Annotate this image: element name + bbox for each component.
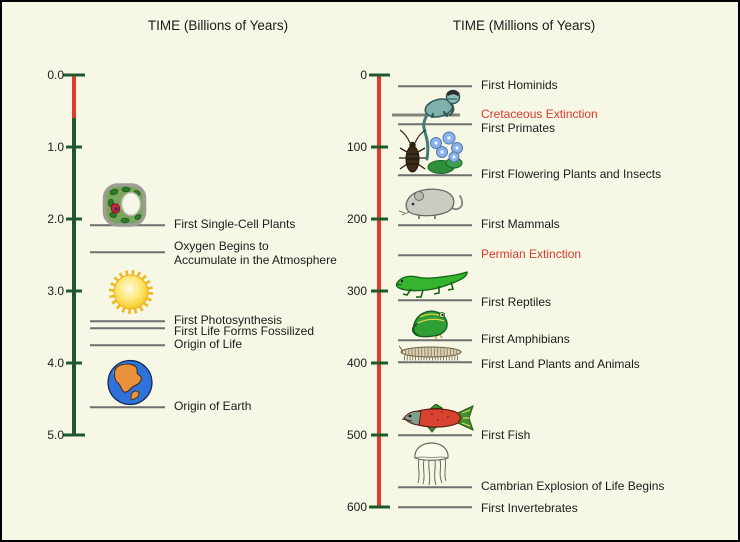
event-label-oxygen-accumulates: Oxygen Begins to Accumulate in the Atmos…: [174, 239, 337, 267]
right-tick-300: [371, 289, 388, 293]
event-label-cambrian-explosion: Cambrian Explosion of Life Begins: [481, 479, 665, 494]
event-line-first-primates: [398, 123, 472, 125]
left-tick-1: [66, 145, 82, 149]
event-line-first-fish: [398, 434, 472, 436]
left-timeline-bar-green-segment: [72, 118, 76, 435]
event-label-first-fish: First Fish: [481, 428, 531, 443]
event-label-first-invertebrates: First Invertebrates: [481, 501, 578, 516]
monkey-icon: [411, 85, 467, 163]
event-line-origin-of-earth: [90, 406, 165, 408]
left-tick-5: [63, 433, 85, 437]
event-line-oxygen-accumulates: [90, 251, 165, 253]
plant-cell-icon: [102, 183, 147, 227]
left-timeline-title: TIME (Billions of Years): [147, 18, 289, 33]
event-label-first-life-forms-fossilized: First Life Forms Fossilized: [174, 324, 315, 339]
event-label-first-photosynthesis: First Photosynthesis: [174, 313, 283, 328]
event-line-first-photosynthesis: [90, 320, 165, 322]
event-label-cretaceous-extinction: Cretaceous Extinction: [481, 107, 598, 122]
left-tick-label-0: 0.0: [47, 68, 64, 82]
event-line-cretaceous-extinction: [392, 113, 460, 117]
right-tick-500: [371, 433, 388, 437]
millipede-icon: [398, 345, 464, 361]
right-tick-label-0: 0: [360, 68, 367, 82]
event-line-permian-extinction: [398, 254, 472, 256]
event-line-first-amphibians: [398, 339, 472, 341]
event-line-first-hominids: [398, 85, 472, 87]
event-label-first-hominids: First Hominids: [481, 78, 558, 93]
event-line-first-invertebrates: [398, 506, 472, 508]
event-label-permian-extinction: Permian Extinction: [481, 247, 582, 262]
right-timeline-title: TIME (Millions of Years): [452, 18, 596, 33]
right-tick-label-600: 600: [346, 500, 367, 514]
event-line-first-life-forms-fossilized: [90, 327, 165, 329]
event-label-first-single-cell-plants: First Single-Cell Plants: [174, 217, 296, 232]
left-tick-label-2: 2.0: [47, 212, 64, 226]
earth-icon: [105, 359, 155, 406]
right-tick-label-300: 300: [346, 284, 367, 298]
left-tick-label-1: 1.0: [47, 140, 64, 154]
event-label-first-amphibians: First Amphibians: [481, 332, 570, 347]
event-line-first-reptiles: [398, 299, 472, 301]
lizard-icon: [393, 269, 470, 301]
frog-icon: [408, 307, 455, 340]
right-tick-600: [369, 505, 390, 509]
event-label-first-mammals: First Mammals: [481, 217, 560, 232]
right-tick-0: [369, 73, 390, 77]
event-label-origin-of-life: Origin of Life: [174, 337, 243, 352]
left-tick-label-4: 4.0: [47, 356, 64, 370]
fish-icon: [398, 403, 475, 433]
event-label-first-land-plants: First Land Plants and Animals: [481, 357, 640, 372]
event-line-first-flowering-plants: [398, 174, 472, 176]
left-tick-label-3: 3.0: [47, 284, 64, 298]
right-tick-400: [371, 361, 388, 365]
event-line-origin-of-life: [90, 344, 165, 346]
event-label-first-flowering-plants: First Flowering Plants and Insects: [481, 167, 662, 182]
right-tick-200: [371, 217, 388, 221]
left-timeline-bar-red-segment: [72, 75, 76, 118]
event-line-first-mammals: [398, 224, 472, 226]
event-label-first-reptiles: First Reptiles: [481, 295, 552, 310]
flower-icon: [427, 131, 463, 174]
event-line-cambrian-explosion: [398, 486, 472, 488]
event-label-first-primates: First Primates: [481, 121, 556, 136]
right-tick-100: [371, 145, 388, 149]
sun-icon: [101, 269, 165, 315]
right-tick-label-100: 100: [346, 140, 367, 154]
insect-icon: [398, 128, 428, 175]
event-label-origin-of-earth: Origin of Earth: [174, 399, 252, 414]
right-tick-label-400: 400: [346, 356, 367, 370]
right-tick-label-200: 200: [346, 212, 367, 226]
mammal-icon: [398, 184, 467, 220]
left-tick-4: [66, 361, 82, 365]
left-tick-3: [66, 289, 82, 293]
left-tick-2: [66, 217, 82, 221]
left-tick-0: [63, 73, 85, 77]
right-tick-label-500: 500: [346, 428, 367, 442]
jellyfish-icon: [412, 441, 451, 486]
left-tick-label-5: 5.0: [47, 428, 64, 442]
event-line-first-land-plants: [398, 361, 472, 363]
